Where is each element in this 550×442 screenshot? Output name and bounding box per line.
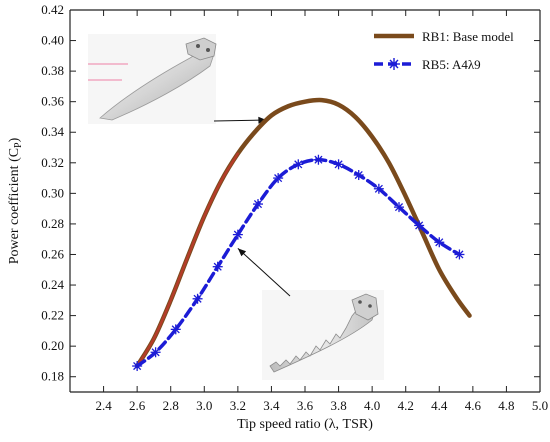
series-point-rb5	[212, 261, 223, 272]
series-point-rb5	[454, 249, 465, 260]
legend-label-rb5: RB5: A4λ9	[422, 57, 481, 72]
y-tick-label: 0.24	[41, 277, 64, 292]
series-point-rb5	[150, 347, 161, 358]
base-blade-render	[88, 34, 217, 124]
series-point-rb5	[170, 324, 181, 335]
y-tick-label: 0.40	[41, 33, 64, 48]
series-point-rb5	[414, 220, 425, 231]
y-tick-label: 0.18	[41, 369, 64, 384]
x-axis-title: Tip speed ratio (λ, TSR)	[237, 417, 373, 432]
x-tick-label: 3.6	[297, 398, 314, 413]
annotation-arrow-line	[237, 247, 291, 297]
legend: RB1: Base model RB5: A4λ9	[374, 29, 514, 72]
series-point-rb5	[313, 154, 324, 165]
series-accent-rb1	[135, 152, 240, 368]
y-tick-label: 0.28	[41, 216, 64, 231]
y-axis-title-main: Power coefficient (C	[7, 148, 22, 264]
series-point-rb5	[232, 229, 243, 240]
x-tick-label: 4.4	[431, 398, 448, 413]
series-layer	[132, 97, 472, 372]
y-tick-label: 0.36	[41, 94, 64, 109]
annotation-arrows	[213, 116, 291, 297]
series-point-rb5	[434, 237, 445, 248]
x-tick-label: 2.6	[129, 398, 146, 413]
x-tick-label: 3.8	[330, 398, 346, 413]
y-tick-label: 0.30	[41, 185, 64, 200]
y-tick-label: 0.42	[41, 2, 64, 17]
series-point-rb5	[353, 170, 364, 181]
x-tick-label: 4.8	[498, 398, 514, 413]
x-tick-label: 4.2	[398, 398, 414, 413]
y-tick-label: 0.20	[41, 338, 64, 353]
series-point-rb5	[394, 202, 404, 213]
series-point-rb5	[253, 199, 263, 210]
y-axis-title: Power coefficient (CP)	[7, 137, 24, 264]
x-tick-label: 4.6	[465, 398, 482, 413]
serrated-blade-render	[262, 290, 384, 380]
annotation-arrow-head	[237, 248, 247, 257]
x-axis-ticks: 2.4 2.6 2.8 3.0 3.2 3.4 3.6 3.8 4.0 4.2 4.4 4.6 4.8 5…	[95, 10, 548, 413]
series-point-rb5	[132, 361, 143, 372]
y-tick-label: 0.38	[41, 63, 64, 78]
legend-marker-rb5	[388, 58, 400, 70]
series-point-rb5	[333, 159, 344, 170]
y-tick-label: 0.34	[41, 124, 64, 139]
x-tick-label: 3.2	[230, 398, 246, 413]
x-tick-label: 4.0	[364, 398, 380, 413]
x-tick-label: 3.4	[263, 398, 280, 413]
annotation-arrow-line	[213, 119, 267, 122]
annotation-arrow-head	[258, 116, 267, 124]
x-tick-label: 2.4	[95, 398, 112, 413]
y-axis-title-sub: P	[13, 142, 24, 148]
series-point-rb5	[192, 293, 203, 304]
y-axis-title-close: )	[7, 137, 22, 142]
legend-label-rb1: RB1: Base model	[422, 29, 514, 44]
y-tick-label: 0.26	[41, 246, 64, 261]
x-tick-label: 3.0	[196, 398, 212, 413]
y-tick-label: 0.32	[41, 155, 64, 170]
series-point-rb5	[273, 173, 284, 184]
x-tick-label: 5.0	[532, 398, 548, 413]
y-axis-ticks: 0.18 0.20 0.22 0.24 0.26 0.28 0.30 0.32 0.34 0.36…	[41, 2, 540, 384]
x-tick-label: 2.8	[163, 398, 179, 413]
series-point-rb5	[293, 159, 304, 170]
y-tick-label: 0.22	[41, 308, 64, 323]
series-point-rb5	[373, 183, 384, 194]
